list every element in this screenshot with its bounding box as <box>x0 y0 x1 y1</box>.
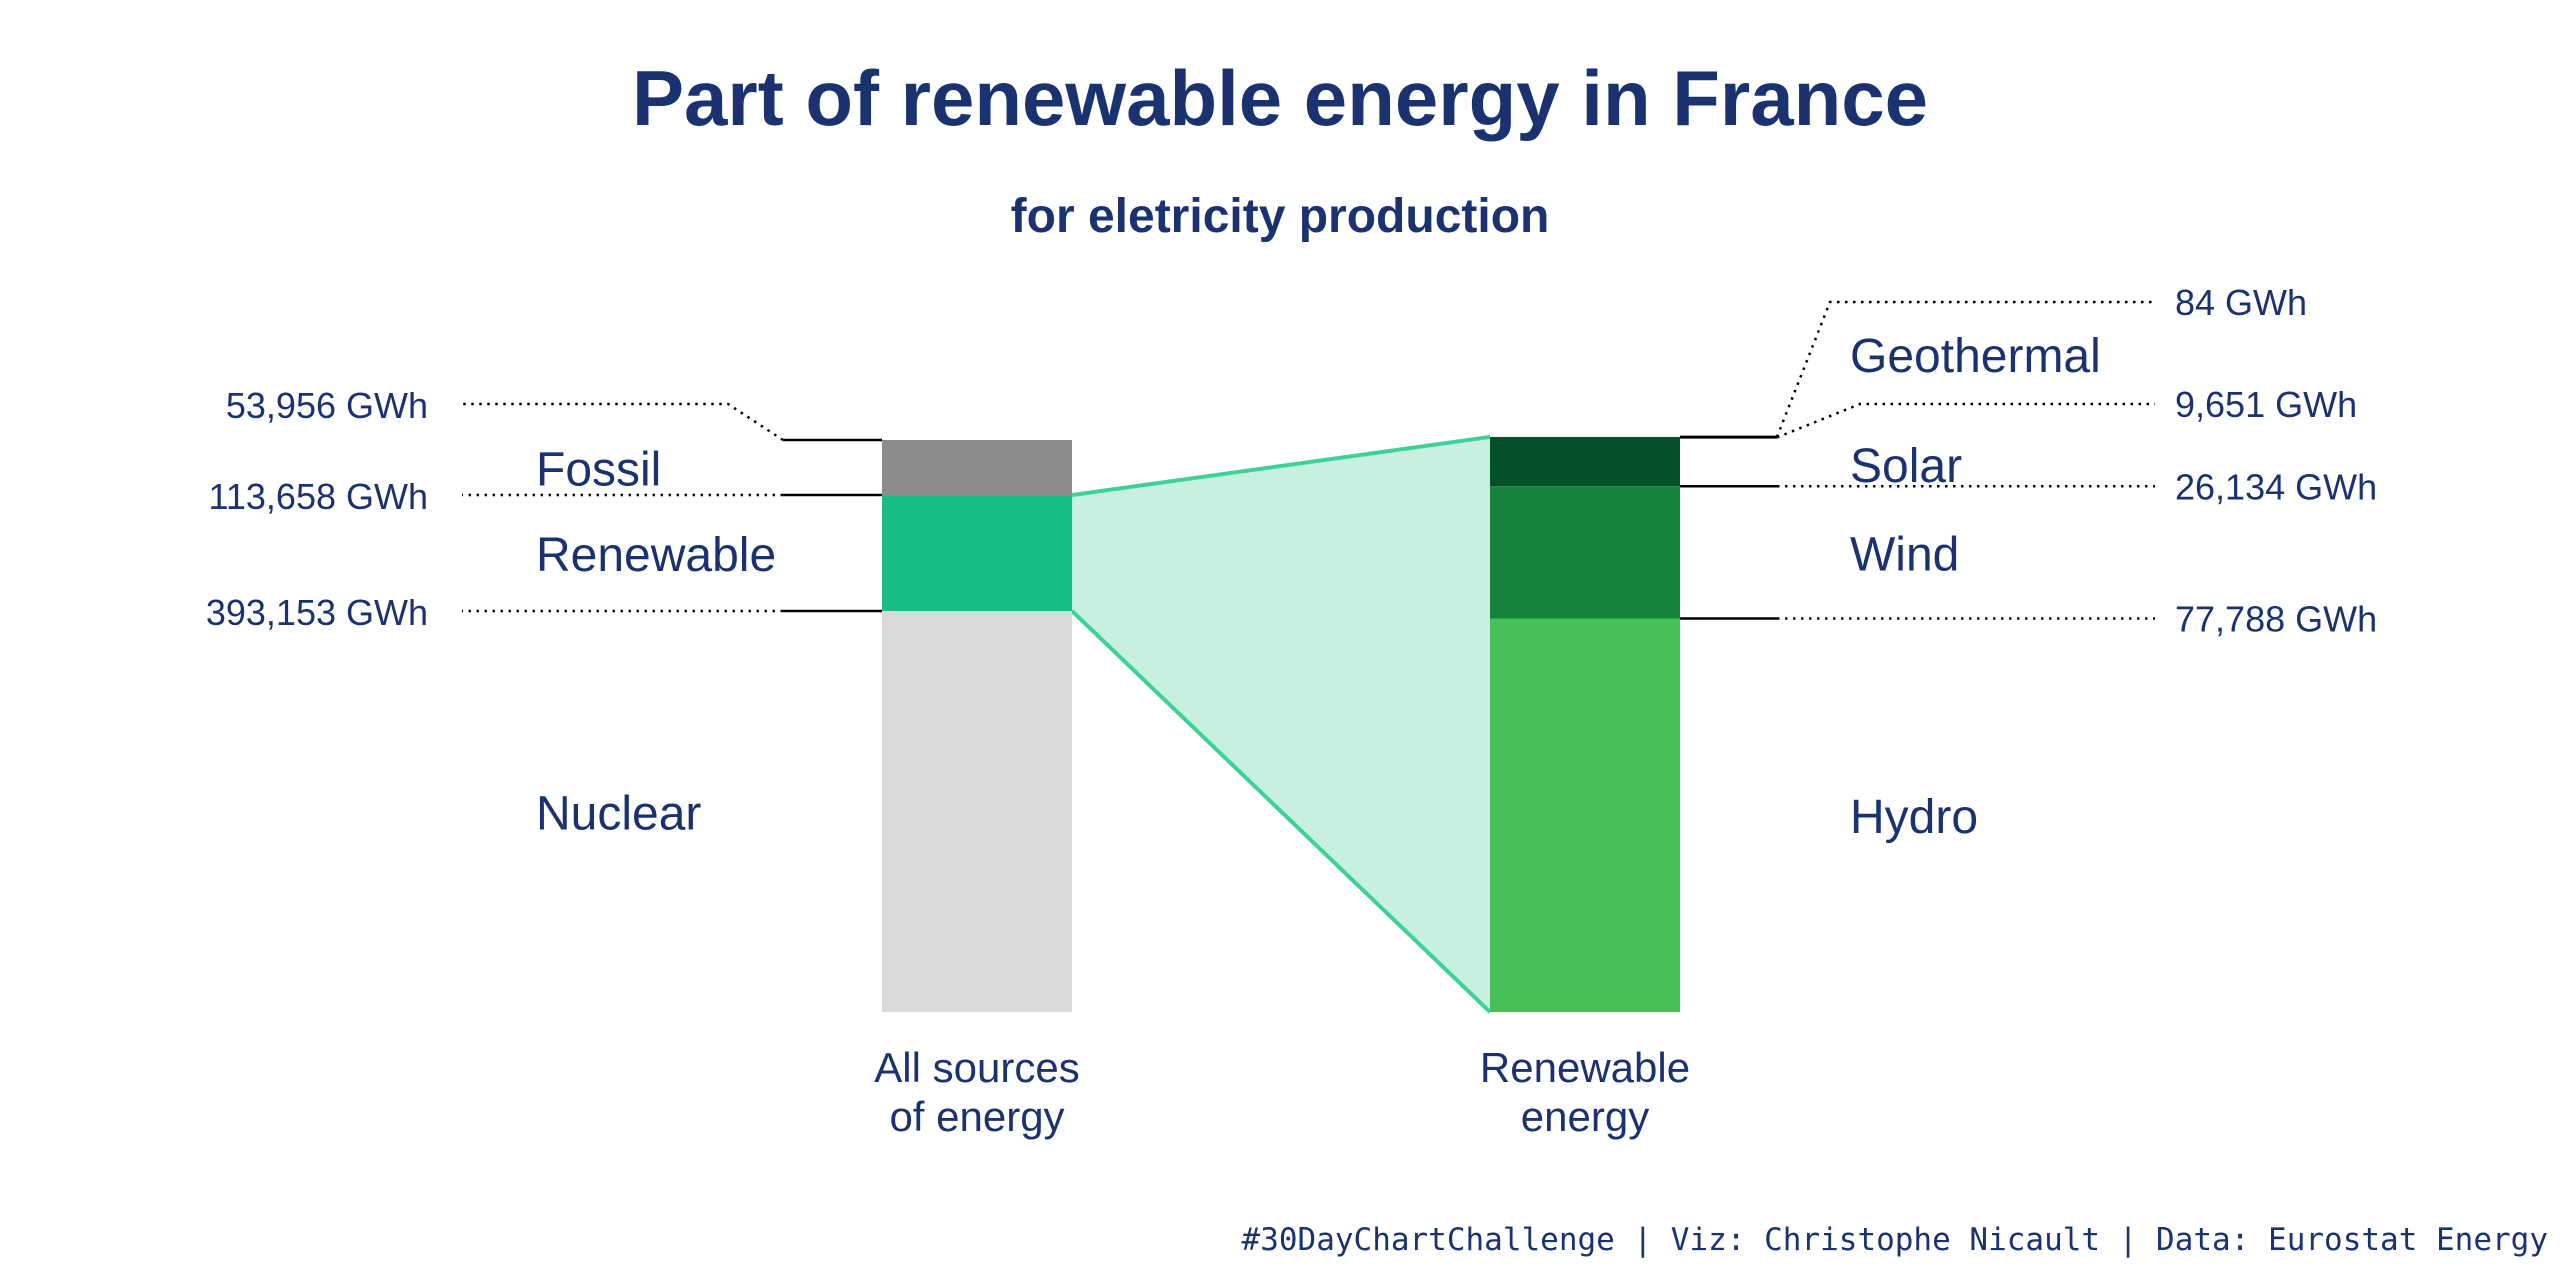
value-label-renewable: 113,658 GWh <box>209 476 428 517</box>
bar-segment-fossil <box>882 440 1072 496</box>
leader-lines-layer <box>462 300 2155 620</box>
bar-label-line: Renewable <box>1480 1044 1690 1091</box>
chart-title: Part of renewable energy in France <box>632 54 1928 142</box>
leader-dotted-fossil <box>462 402 784 442</box>
chart-caption: #30DayChartChallenge | Viz: Christophe N… <box>1242 1222 2548 1258</box>
bar-segment-hydro <box>1490 618 1680 1012</box>
bar-segment-renewable <box>882 495 1072 611</box>
bar-segment-solar <box>1490 437 1680 487</box>
value-label-fossil: 53,956 GWh <box>226 385 428 426</box>
category-label-geothermal: Geothermal <box>1850 330 2101 383</box>
bar-segment-wind <box>1490 486 1680 619</box>
bar-label-renewable-energy: Renewable energy <box>1480 1044 1690 1140</box>
zoom-connector-area <box>1072 436 1490 1013</box>
value-label-wind: 26,134 GWh <box>2175 466 2377 507</box>
labels-layer: 53,956 GWh 113,658 GWh 393,153 GWh Nuclear R… <box>206 282 2377 1140</box>
category-label-fossil: Fossil <box>536 444 661 497</box>
category-label-solar: Solar <box>1850 440 1962 493</box>
value-label-hydro: 77,788 GWh <box>2175 598 2377 639</box>
value-label-solar: 9,651 GWh <box>2175 384 2357 425</box>
category-label-wind: Wind <box>1850 528 1959 581</box>
leader-dotted-geothermal <box>1775 300 2155 438</box>
bar-label-line: energy <box>1521 1093 1649 1140</box>
chart-subtitle: for eletricity production <box>1011 190 1550 243</box>
bars-layer <box>882 436 1680 1012</box>
category-label-hydro: Hydro <box>1850 791 1978 844</box>
bar-segment-nuclear <box>882 610 1072 1012</box>
value-label-nuclear: 393,153 GWh <box>206 592 428 633</box>
bar-label-line: of energy <box>889 1093 1064 1140</box>
value-label-geothermal: 84 GWh <box>2175 282 2307 323</box>
category-label-nuclear: Nuclear <box>536 787 701 840</box>
zoom-connector-layer <box>1070 434 1492 1014</box>
bar-label-all-sources-of-energy: All sources of energy <box>874 1044 1079 1140</box>
bar-label-line: All sources <box>874 1044 1079 1091</box>
bar-segment-geothermal <box>1490 436 1680 438</box>
category-label-renewable: Renewable <box>536 529 776 582</box>
zoom-connector-edge-bottom <box>1070 609 1492 1014</box>
leader-dotted-solar <box>1776 402 2155 439</box>
zoom-connector-edge-top <box>1071 434 1491 498</box>
